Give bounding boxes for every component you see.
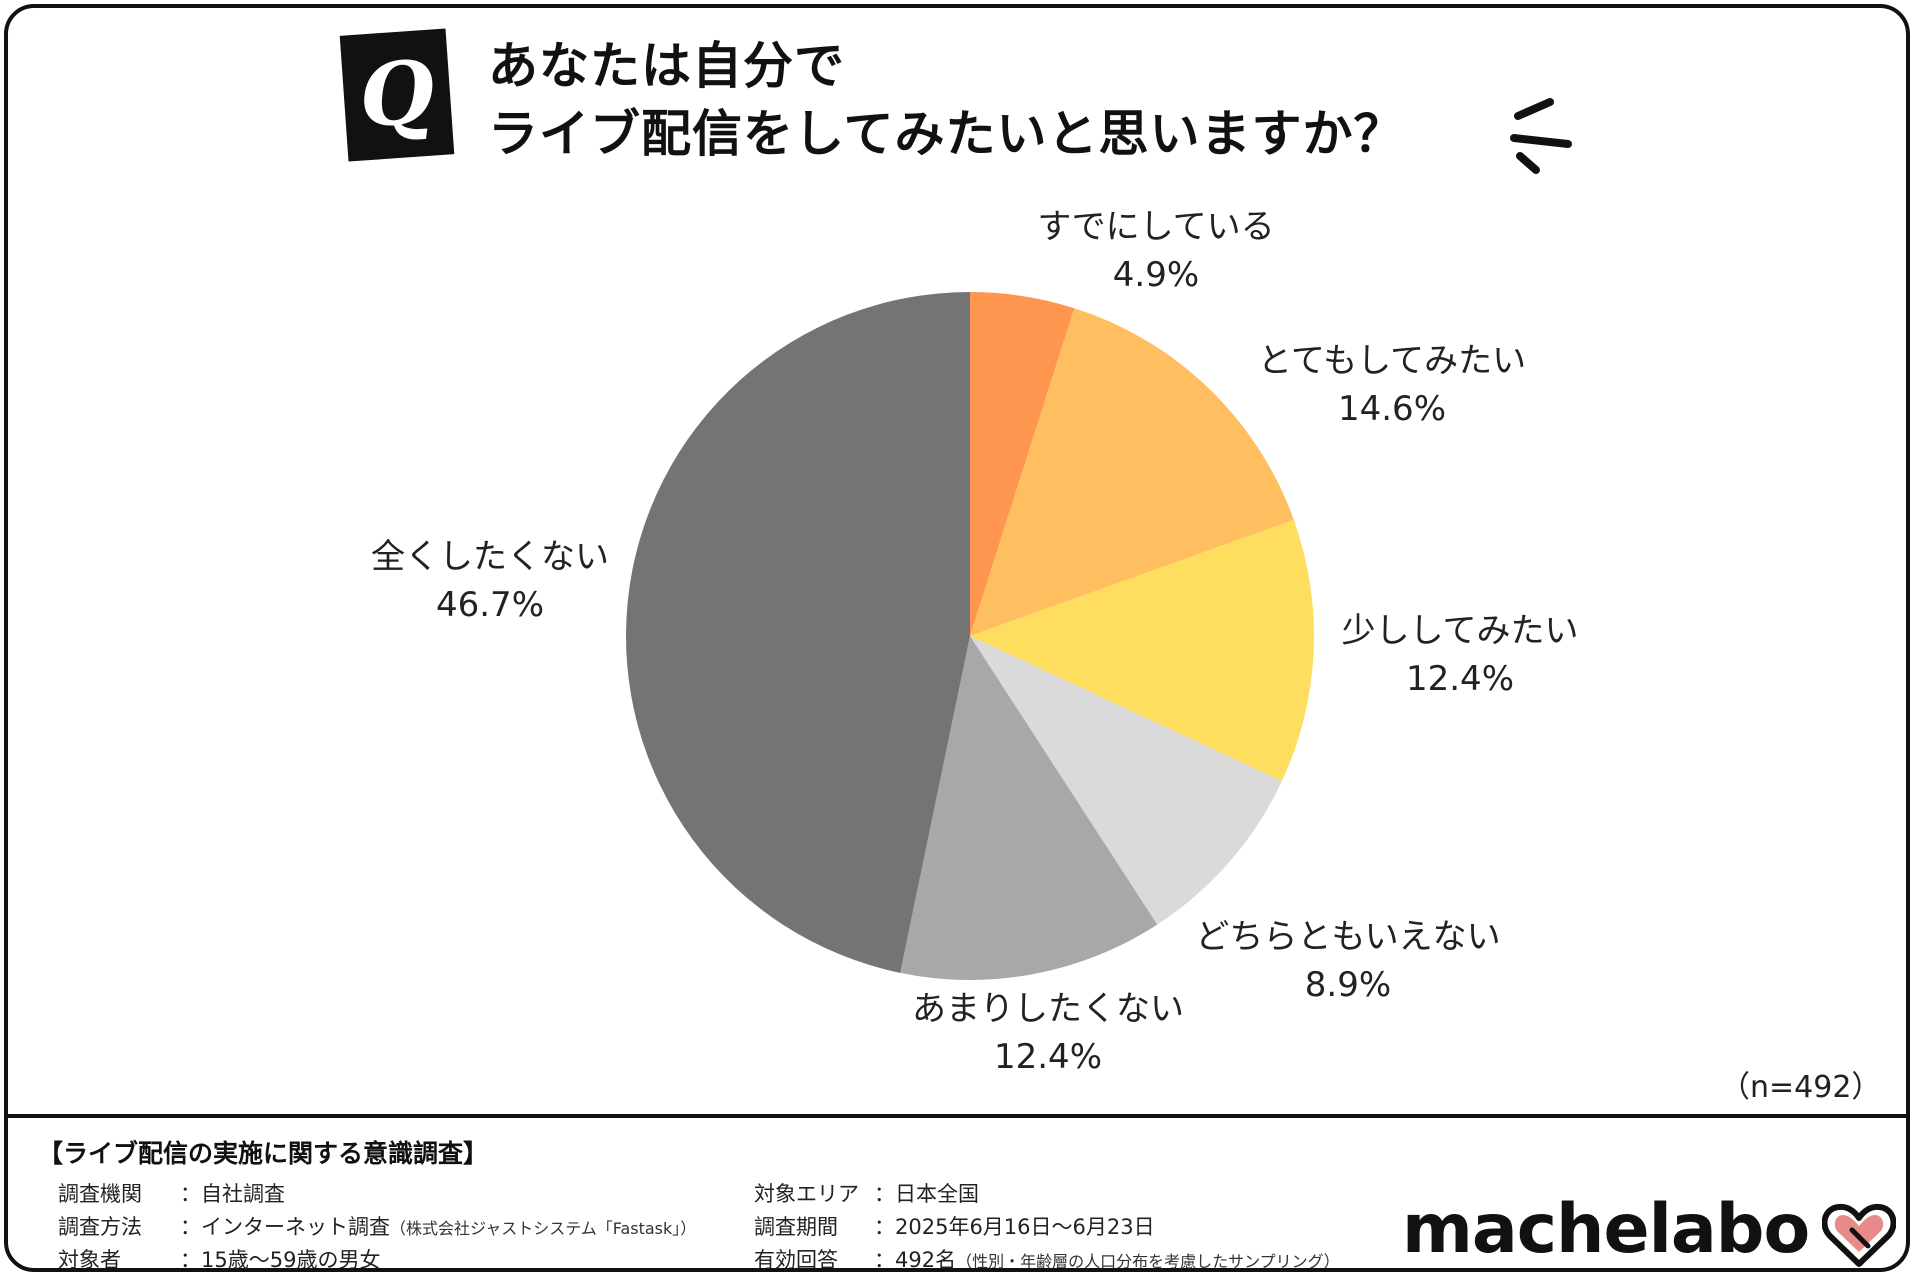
info-value-text: 15歳〜59歳の男女: [201, 1248, 381, 1272]
info-sep: ：: [874, 1182, 895, 1206]
slice-category-label: あまりしたくない: [912, 989, 1184, 1029]
pie-slice-6: [625, 291, 970, 973]
info-key-target: 対象者: [58, 1248, 121, 1272]
info-note: （性別・年齢層の人口分布を考慮したサンプリング）: [956, 1252, 1340, 1271]
infographic-frame: Q あなたは自分で ライブ配信をしてみたいと思いますか？ すでにしている 4.9%…: [4, 4, 1910, 1272]
slice-category-label: 全くしたくない: [371, 537, 609, 577]
info-value-area: ：日本全国: [874, 1178, 979, 1208]
info-value-agency: ：自社調査: [180, 1178, 285, 1208]
pie-chart: すでにしている 4.9% とてもしてみたい 14.6% 少ししてみたい 12.4% どちらと…: [371, 207, 1578, 1077]
info-value-responses: ：492名（性別・年齢層の人口分布を考慮したサンプリング）: [874, 1244, 1340, 1272]
info-value-text: 492名: [895, 1248, 957, 1272]
info-sep: ：: [874, 1215, 895, 1239]
info-value-text: インターネット調査: [201, 1215, 390, 1239]
pie-slice-1: [970, 292, 1075, 636]
info-key-responses: 有効回答: [754, 1248, 838, 1272]
pie-slices: [625, 291, 1315, 981]
page-title-line-2: ライブ配信をしてみたいと思いますか？: [488, 105, 1405, 163]
pie-slice-4: [970, 636, 1282, 925]
info-value-target: ：15歳〜59歳の男女: [180, 1244, 381, 1272]
slice-value-label: 4.9%: [1113, 255, 1199, 295]
pie-slice-3: [970, 519, 1315, 782]
info-key-method: 調査方法: [58, 1215, 142, 1239]
info-value-text: 2025年6月16日〜6月23日: [895, 1215, 1155, 1239]
info-sep: ：: [180, 1182, 201, 1206]
slice-category-label: 少ししてみたい: [1342, 611, 1579, 651]
info-note: （株式会社ジャストシステム「Fastask」）: [390, 1219, 697, 1238]
sample-size-label: （n=492）: [1720, 1070, 1882, 1105]
footer-divider: [8, 1114, 1906, 1118]
slice-category-label: どちらともいえない: [1195, 917, 1500, 957]
page-title-line-1: あなたは自分で: [488, 37, 845, 95]
slice-value-label: 46.7%: [436, 585, 544, 625]
pie-slice-2: [970, 308, 1294, 636]
info-sep: ：: [180, 1215, 201, 1239]
heart-icon: [1822, 1203, 1896, 1267]
info-key-period: 調査期間: [754, 1215, 838, 1239]
emphasis-lines-icon: [1510, 98, 1572, 174]
info-value-method: ：インターネット調査（株式会社ジャストシステム「Fastask」）: [180, 1211, 696, 1241]
pie-labels: すでにしている 4.9% とてもしてみたい 14.6% 少ししてみたい 12.4% どちらと…: [371, 207, 1578, 1077]
info-sep: ：: [874, 1248, 895, 1272]
info-key-area: 対象エリア: [754, 1182, 859, 1206]
slice-value-label: 12.4%: [994, 1037, 1102, 1077]
survey-title: 【ライブ配信の実施に関する意識調査】: [38, 1139, 489, 1168]
info-key-agency: 調査機関: [58, 1182, 142, 1206]
info-value-period: ：2025年6月16日〜6月23日: [874, 1211, 1155, 1241]
slice-value-label: 12.4%: [1406, 659, 1514, 699]
info-value-text: 自社調査: [201, 1182, 285, 1206]
slice-value-label: 8.9%: [1305, 965, 1391, 1005]
info-sep: ：: [180, 1248, 201, 1272]
slice-category-label: とてもしてみたい: [1258, 341, 1526, 381]
slice-category-label: すでにしている: [1037, 207, 1274, 247]
slice-value-label: 14.6%: [1338, 389, 1446, 429]
brand-logo: machelabo: [1402, 1190, 1810, 1269]
info-value-text: 日本全国: [895, 1182, 979, 1206]
pie-slice-5: [900, 636, 1158, 981]
